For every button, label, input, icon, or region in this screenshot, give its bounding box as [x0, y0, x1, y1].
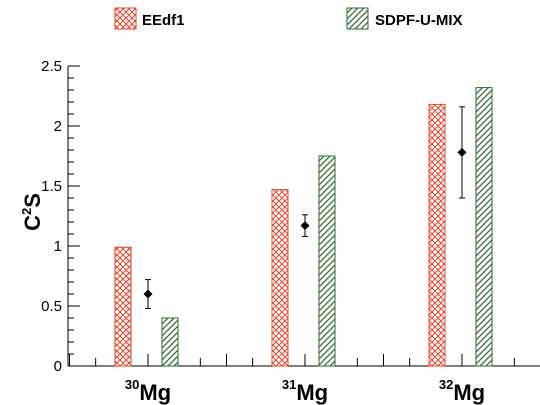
bar-eedf1	[271, 189, 289, 367]
experimental-points	[143, 106, 467, 309]
bars	[114, 87, 493, 367]
y-tick-label: 0	[54, 358, 62, 375]
bar-sdpf-u-mix	[318, 155, 336, 367]
y-axis-label: C2S	[19, 193, 45, 231]
experimental-point	[457, 147, 467, 157]
legend-swatch-sdpf-u-mix	[346, 7, 369, 30]
category-label-31mg: 31Mg	[282, 377, 328, 405]
bar-eedf1	[428, 103, 446, 367]
y-tick-label: 1	[54, 238, 62, 255]
legend: EEdf1 SDPF-U-MIX	[114, 7, 463, 30]
y-tick-label: 1.5	[41, 178, 62, 195]
x-ticks	[69, 354, 515, 366]
y-tick-label: 2	[54, 118, 62, 135]
category-label-32mg: 32Mg	[439, 377, 485, 405]
category-label-30mg: 30Mg	[125, 377, 171, 405]
bar-sdpf-u-mix	[161, 317, 179, 367]
legend-swatch-eedf1	[114, 7, 137, 30]
legend-label-eedf1: EEdf1	[142, 12, 185, 29]
experimental-point	[300, 221, 310, 231]
bar-eedf1	[114, 246, 132, 367]
y-ticks: 0 0.5 1 1.5 2 2.5	[41, 58, 80, 375]
y-tick-label: 0.5	[41, 298, 62, 315]
y-tick-label: 2.5	[41, 58, 62, 75]
bar-sdpf-u-mix	[475, 87, 493, 367]
category-labels: 30Mg 31Mg 32Mg	[125, 377, 485, 405]
axes	[67, 66, 540, 367]
legend-label-sdpf-u-mix: SDPF-U-MIX	[375, 12, 463, 29]
experimental-point	[143, 289, 153, 299]
